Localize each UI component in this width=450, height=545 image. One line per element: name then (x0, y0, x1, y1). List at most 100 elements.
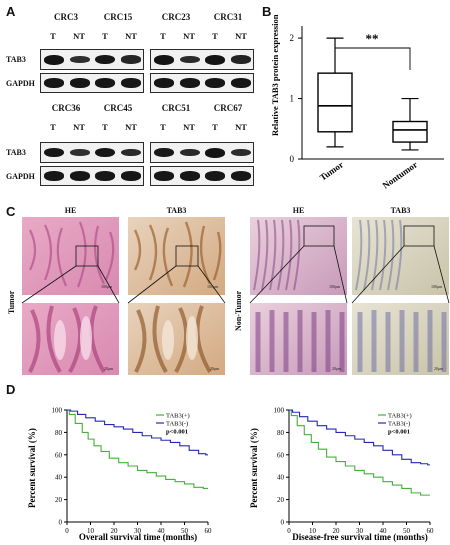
tab3-band (69, 55, 90, 64)
y-tick-label: 2 (290, 33, 295, 43)
nontumor-tab3-low-mag (352, 217, 449, 295)
legend-tab3-neg: TAB3(-) (388, 421, 410, 428)
x-tick-label: 30 (356, 527, 364, 535)
sample-label: CRC15 (103, 12, 133, 22)
lane-label: T (212, 122, 218, 132)
x-tick-label: 0 (287, 527, 291, 535)
y-axis-label: Percent survival (%) (249, 428, 259, 508)
x-tick-label: 40 (158, 527, 166, 535)
x-axis-label: Overall survival time (months) (79, 532, 197, 542)
blot-strip-gapdh (40, 166, 144, 186)
tab3-band (230, 148, 251, 157)
x-tick-label: 60 (427, 527, 435, 535)
y-tick-label: 40 (55, 474, 63, 482)
blot-strip-gapdh (150, 73, 254, 93)
tab3-band (120, 55, 141, 64)
tab3-band (44, 54, 64, 65)
column-title-he: HE (64, 206, 77, 215)
y-tick-label: 60 (277, 451, 285, 459)
gapdh-band (154, 78, 174, 88)
sample-label: CRC23 (161, 12, 191, 22)
sample-label: CRC31 (213, 12, 243, 22)
lane-label: NT (183, 31, 195, 41)
p-value: p<0.001 (388, 429, 410, 436)
tumor-he-high-mag (22, 303, 119, 375)
tumor-tab3-low-mag (128, 217, 225, 295)
survival-curve-tab3-pos (67, 409, 208, 489)
gapdh-band (69, 78, 90, 88)
sample-label: CRC36 (51, 103, 81, 113)
y-tick-label: 80 (55, 429, 63, 437)
protein-label: TAB3 (6, 55, 26, 64)
nontumor-he-high-mag (250, 303, 347, 375)
lane-label: T (50, 31, 56, 41)
lane-label: T (50, 122, 56, 132)
box-iqr (317, 72, 353, 133)
lane-label: T (102, 122, 108, 132)
y-tick-label: 80 (277, 429, 285, 437)
tab3-band (44, 147, 64, 158)
disease-free-survival-chart: 0 20 40 60 80 100 0 10 20 30 40 50 60 TAB3(+) TAB3(… (249, 407, 435, 543)
tab3-band (179, 148, 200, 157)
scale-bar-label: 100μm (431, 284, 443, 289)
lane-label: NT (235, 122, 247, 132)
lane-label: NT (183, 122, 195, 132)
gapdh-band (95, 78, 115, 88)
column-title-he: HE (292, 206, 305, 215)
x-tick-label: 10 (87, 527, 95, 535)
survival-curve-tab3-neg (289, 409, 430, 466)
scale-bar-label: 20μm (104, 366, 114, 371)
gapdh-band (44, 78, 64, 88)
scale-bar-label: 20μm (332, 366, 342, 371)
lane-label: T (212, 31, 218, 41)
sample-label: CRC45 (103, 103, 133, 113)
scale-bar-label: 20μm (210, 366, 220, 371)
x-tick-label: 50 (181, 527, 189, 535)
column-title-tab3: TAB3 (166, 206, 187, 215)
overall-survival-chart: 0 20 40 60 80 100 0 10 20 30 40 50 60 TAB3(+) TAB3(… (27, 407, 212, 543)
survival-curve-tab3-pos (289, 409, 430, 496)
panel-letter-b: B (262, 4, 272, 19)
y-tick-label: 100 (274, 407, 285, 415)
gapdh-band (120, 171, 141, 181)
sample-label: CRC67 (213, 103, 243, 113)
nontumor-he-low-mag (250, 217, 347, 295)
y-tick-label: 60 (55, 451, 63, 459)
blot-strip-tab3 (150, 49, 254, 70)
x-tick-label: 10 (309, 527, 317, 535)
nontumor-tab3-high-mag (352, 303, 449, 375)
gapdh-band (230, 171, 251, 181)
legend-tab3-pos: TAB3(+) (388, 413, 412, 420)
y-tick-label: 0 (290, 154, 295, 164)
box-nontumor (392, 97, 428, 151)
y-tick-label: 20 (277, 496, 285, 504)
gapdh-band (69, 171, 90, 181)
legend-tab3-pos: TAB3(+) (166, 413, 190, 420)
sample-label: CRC3 (54, 12, 78, 22)
blot-strip-tab3 (150, 142, 254, 163)
significance-bracket (334, 47, 411, 70)
gapdh-band (44, 171, 64, 181)
y-tick-label: 0 (281, 519, 285, 527)
tab3-band (154, 54, 174, 65)
y-tick-label: 20 (55, 496, 63, 504)
scale-bar-label: 100μm (101, 284, 113, 289)
panel-letter-d: D (6, 382, 16, 397)
lane-label: T (102, 31, 108, 41)
tab3-band (154, 147, 174, 158)
tab3-band (69, 148, 90, 157)
lane-label: NT (73, 122, 85, 132)
gapdh-band (95, 171, 115, 181)
box-iqr (392, 120, 428, 143)
survival-curve-tab3-neg (67, 409, 208, 456)
y-tick-label: 1 (290, 94, 295, 104)
blot-strip-tab3 (40, 142, 144, 163)
tab3-band (95, 147, 115, 158)
lane-label: NT (125, 31, 137, 41)
panel-letter-a: A (6, 4, 16, 19)
protein-label: TAB3 (6, 148, 26, 157)
x-tick-label: 0 (65, 527, 69, 535)
x-tick-label: 50 (403, 527, 411, 535)
